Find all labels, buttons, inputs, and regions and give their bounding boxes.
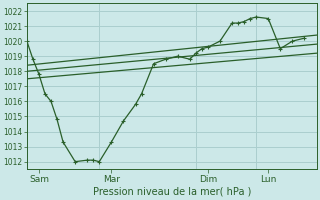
X-axis label: Pression niveau de la mer( hPa ): Pression niveau de la mer( hPa ) bbox=[92, 187, 251, 197]
